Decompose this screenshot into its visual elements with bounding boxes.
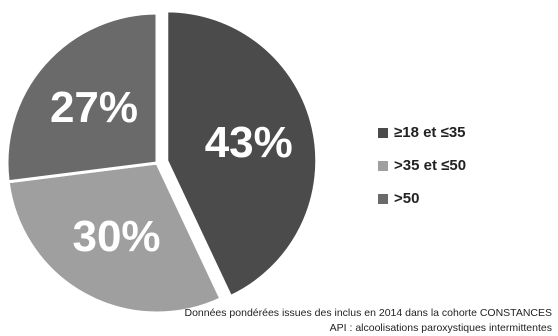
legend-swatch-50-plus — [378, 193, 388, 204]
legend-label-50-plus: >50 — [394, 190, 420, 207]
legend-item-50-plus: >50 — [378, 182, 466, 215]
pie-slice-1 — [6, 161, 223, 315]
legend-label-18-35: ≥18 et ≤35 — [394, 124, 466, 141]
legend-label-35-50: >35 et ≤50 — [394, 157, 467, 174]
pie-slice-label-1: 30% — [72, 212, 160, 261]
legend: ≥18 et ≤35 >35 et ≤50 >50 — [378, 116, 466, 215]
pie-slice-0 — [165, 9, 319, 299]
footnote-abbreviation: API : alcoolisations paroxystiques inter… — [329, 322, 552, 334]
pie-slice-2 — [5, 11, 159, 184]
pie-slice-label-0: 43% — [205, 118, 293, 167]
pie-slice-label-2: 27% — [50, 83, 138, 132]
legend-swatch-35-50 — [378, 160, 388, 171]
legend-item-35-50: >35 et ≤50 — [378, 149, 466, 182]
legend-swatch-18-35 — [378, 127, 388, 138]
legend-item-18-35: ≥18 et ≤35 — [378, 116, 466, 149]
footnote-source: Données pondérées issues des inclus en 2… — [184, 307, 552, 319]
